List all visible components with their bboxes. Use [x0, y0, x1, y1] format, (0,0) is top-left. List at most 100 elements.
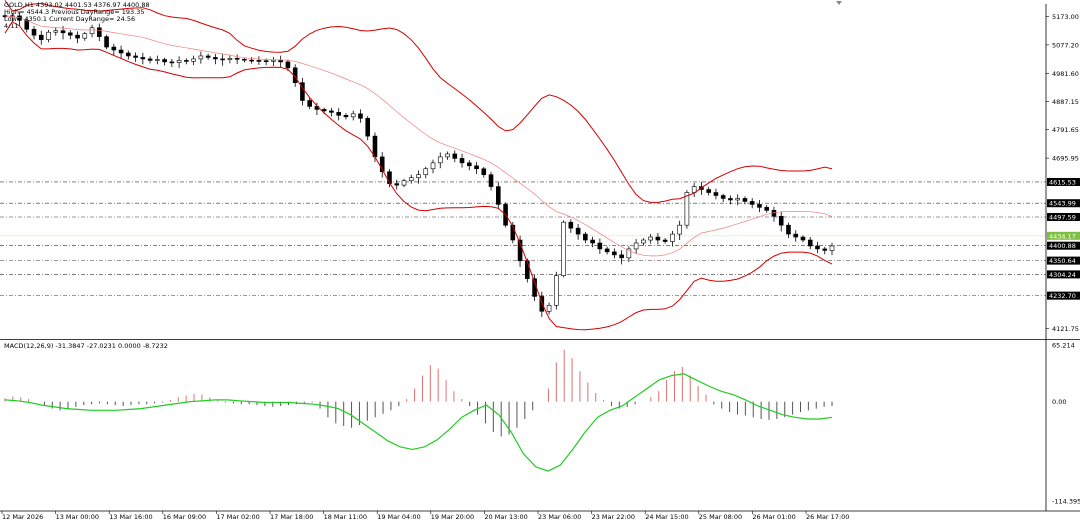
bull-candle — [677, 224, 682, 235]
bear-candle — [488, 174, 494, 187]
time-tick-label: 17 Mar 18:00 — [270, 513, 313, 521]
level-label-box — [1047, 291, 1080, 300]
bear-candle — [234, 58, 240, 60]
bear-candle — [104, 36, 109, 48]
time-tick-label: 23 Mar 06:00 — [538, 513, 581, 521]
bear-candle — [358, 113, 363, 119]
time-tick-label: 19 Mar 20:00 — [431, 513, 474, 521]
bear-candle — [278, 59, 283, 63]
bear-candle — [263, 60, 269, 63]
bear-candle — [365, 118, 371, 137]
time-tick-label: 13 Mar 00:00 — [56, 513, 99, 521]
bear-candle — [481, 168, 487, 176]
bear-candle — [184, 60, 189, 62]
bull-candle — [53, 30, 59, 33]
bear-candle — [807, 239, 813, 247]
level-label: 4304.24 — [1049, 271, 1076, 279]
bull-candle — [641, 239, 646, 244]
main-price-pane: 5173.00 5077.20 4981.60 4887.15 4791.65 4695.… — [0, 0, 1080, 511]
bear-candle — [604, 248, 610, 253]
bear-candle — [256, 60, 262, 62]
level-label: 4434.17 — [1049, 232, 1076, 240]
bull-candle — [155, 59, 160, 61]
macd-tick-label: 0.00 — [1052, 398, 1066, 406]
bull-candle — [401, 180, 407, 186]
level-label: 4400.88 — [1049, 242, 1076, 250]
level-label-box — [1047, 241, 1080, 250]
bear-candle — [466, 162, 472, 167]
bear-candle — [387, 171, 392, 184]
bear-candle — [126, 52, 131, 57]
level-label-box — [1047, 270, 1080, 279]
bear-candle — [38, 34, 44, 40]
macd-label: MACD(12,26,9) -31.3847 -27.0231 0.0000 -… — [4, 342, 168, 350]
bear-candle — [742, 198, 748, 202]
bear-candle — [778, 215, 784, 226]
bear-candle — [612, 251, 617, 256]
price-tick-label: 4791.65 — [1052, 126, 1079, 134]
bear-candle — [242, 58, 247, 61]
bear-candle — [728, 198, 733, 201]
bear-candle — [749, 201, 755, 205]
moving-average-line — [4, 15, 833, 257]
bull-candle — [89, 27, 95, 34]
bull-candle — [445, 153, 450, 158]
bull-candle — [670, 233, 675, 242]
bull-candle — [648, 236, 653, 241]
bear-candle — [140, 57, 146, 60]
bear-candle — [517, 239, 523, 262]
bear-candle — [452, 153, 458, 159]
level-label: 4615.53 — [1049, 178, 1076, 186]
price-tick-label: 4695.95 — [1052, 155, 1079, 163]
bear-candle — [720, 195, 726, 199]
bear-candle — [249, 59, 254, 62]
macd-pane: 65.214 0.00 -114.3959 — [4, 342, 1080, 506]
price-tick-label: 5173.00 — [1052, 13, 1079, 21]
time-tick-label: 17 Mar 02:00 — [216, 513, 259, 521]
bull-candle — [430, 162, 436, 170]
macd-tick-label: -114.3959 — [1052, 498, 1080, 506]
extra-info-line: 4:11 — [4, 22, 19, 30]
bear-candle — [597, 242, 603, 250]
time-tick-label: 19 Mar 04:00 — [377, 513, 420, 521]
bull-candle — [546, 305, 552, 312]
bull-candle — [82, 33, 88, 39]
bear-candle — [800, 236, 806, 241]
bear-candle — [329, 110, 334, 113]
bear-candle — [67, 32, 73, 36]
bull-candle — [829, 245, 835, 251]
bear-candle — [220, 58, 225, 61]
price-tick-label: 5077.20 — [1052, 41, 1079, 49]
bear-candle — [300, 82, 305, 101]
bull-candle — [416, 174, 421, 178]
high-info-line: High= 4544.3 Previous DayRange= 193.35 — [4, 8, 145, 16]
bear-candle — [336, 112, 342, 116]
macd-tick-label: 65.214 — [1052, 342, 1075, 350]
time-tick-label: 13 Mar 16:00 — [109, 513, 152, 521]
price-tick-label: 4981.60 — [1052, 70, 1079, 78]
bull-candle — [633, 242, 639, 250]
bear-candle — [793, 233, 799, 238]
bear-candle — [539, 296, 545, 312]
bear-candle — [394, 183, 400, 186]
bull-candle — [691, 186, 697, 193]
bull-candle — [191, 58, 196, 62]
bull-candle — [561, 221, 566, 276]
bull-candle — [437, 156, 443, 164]
bollinger-lower-line — [4, 21, 833, 331]
level-label: 4497.59 — [1049, 213, 1076, 221]
bull-candle — [227, 58, 233, 60]
bear-candle — [510, 224, 516, 241]
level-label-box — [1047, 212, 1080, 221]
bull-candle — [554, 275, 559, 306]
bear-candle — [75, 34, 80, 39]
bear-candle — [162, 59, 167, 63]
bear-candle — [590, 239, 595, 244]
bear-candle — [133, 55, 138, 58]
time-axis: 12 Mar 2026 13 Mar 00:00 13 Mar 16:00 16 Ma… — [0, 510, 1080, 521]
bear-candle — [706, 189, 711, 193]
time-tick-label: 18 Mar 11:00 — [324, 513, 367, 521]
level-label-box — [1047, 231, 1080, 240]
macd-signal-line — [4, 373, 833, 472]
bull-candle — [626, 248, 632, 259]
